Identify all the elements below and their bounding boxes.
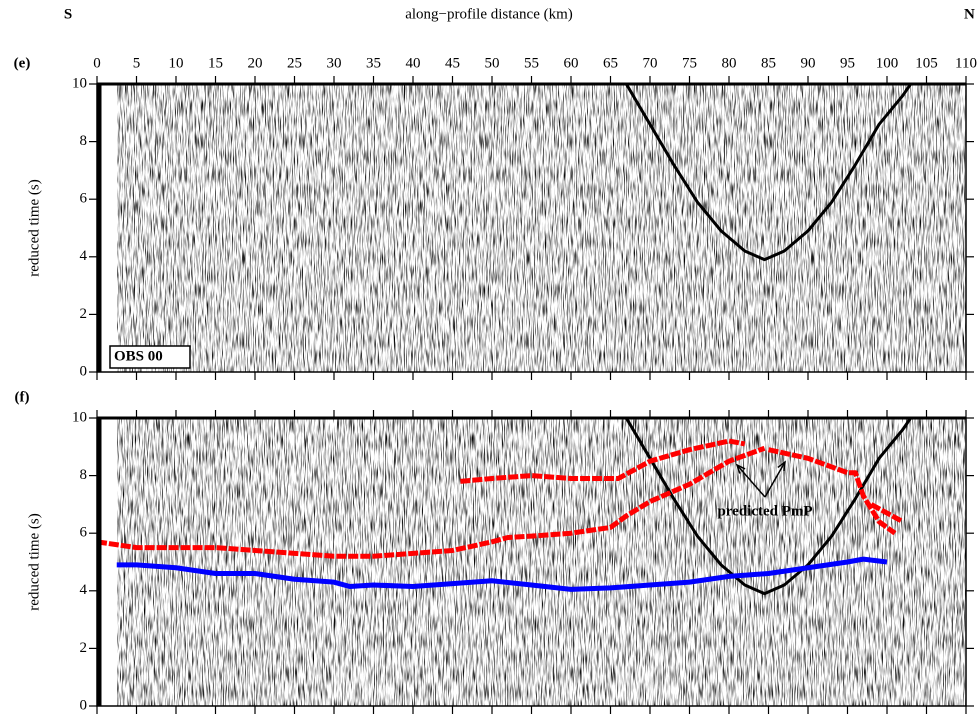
x-tick-label: 5 [133,55,141,71]
x-tick-label: 0 [93,55,101,71]
x-tick-label: 60 [564,55,579,71]
x-tick-label: 30 [327,55,342,71]
y-axis-label: reduced time (s) [26,179,42,276]
x-tick-label: 70 [643,55,658,71]
y-tick-label: 8 [80,133,88,149]
x-tick-label: 100 [876,55,899,71]
x-tick-label: 90 [801,55,816,71]
x-tick-label: 45 [445,55,460,71]
x-tick-label: 110 [955,55,977,71]
y-axis-label: reduced time (s) [26,513,42,610]
y-tick-label: 4 [80,582,88,598]
x-tick-label: 35 [366,55,381,71]
series-line [625,417,912,596]
x-tick-label: 15 [208,55,223,71]
x-tick-label: 105 [915,55,938,71]
series-line [870,502,904,524]
arrow-shaft [764,461,786,498]
x-tick-label: 50 [485,55,500,71]
annotation-box [109,345,191,369]
series-line [460,438,746,484]
y-tick-label: 0 [80,697,88,713]
y-tick-label: 2 [80,640,88,656]
y-tick-label: 6 [80,525,88,541]
annotation: OBS 00 [114,348,163,364]
y-tick-label: 10 [72,409,87,425]
annotation: N [964,6,975,22]
x-tick-label: 25 [287,55,302,71]
y-tick-label: 0 [80,363,88,379]
seismic-texture [117,84,966,372]
y-tick-label: 4 [80,248,88,264]
annotation: predicted PmP [717,503,812,519]
x-tick-label: 10 [169,55,184,71]
pmp-arrows [735,460,786,498]
arrow-head [735,463,746,474]
y-tick-label: 10 [72,75,87,91]
series-line [767,447,897,536]
arrow-shaft [736,464,766,498]
seismic-texture [117,418,966,706]
y-tick-label: 2 [80,306,88,322]
annotation: S [64,6,72,22]
x-axis-label: along−profile distance (km) [405,6,573,22]
series-line [116,556,888,592]
panel-label: (e) [14,55,31,71]
x-tick-label: 40 [406,55,421,71]
y-tick-label: 6 [80,191,88,207]
y-tick-label: 8 [80,467,88,483]
x-tick-label: 65 [603,55,618,71]
x-tick-label: 55 [524,55,539,71]
x-tick-label: 20 [248,55,263,71]
x-tick-label: 75 [682,55,697,71]
x-tick-label: 85 [761,55,776,71]
x-tick-label: 95 [840,55,855,71]
series-line [96,445,766,559]
arrow-head [777,460,786,472]
x-tick-label: 80 [722,55,737,71]
panel-label: (f) [15,389,30,405]
series-line [625,83,912,262]
